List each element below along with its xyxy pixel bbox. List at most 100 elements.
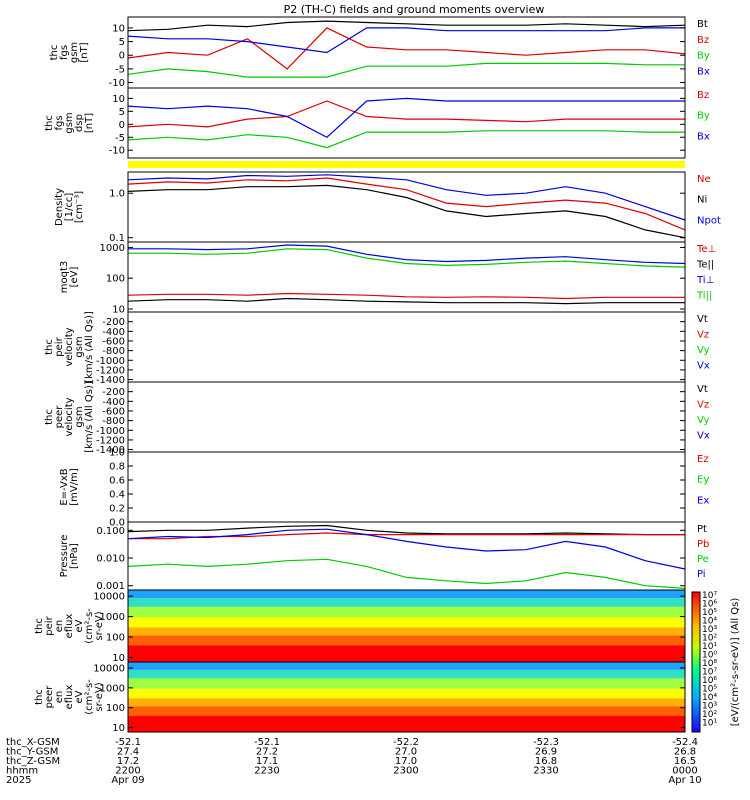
y-axis-label: [cm⁻³] <box>74 191 85 223</box>
spectrogram-band <box>128 627 685 636</box>
spectrogram-band <box>128 662 685 670</box>
legend-entry: Vx <box>697 361 710 372</box>
panel-frame <box>127 661 686 733</box>
y-tick-label: 0.001 <box>96 581 125 592</box>
y-axis-label: peir <box>44 615 55 635</box>
spectrogram-band <box>128 715 685 732</box>
legend-entry: Vy <box>697 345 710 356</box>
y-tick-label: -800 <box>102 416 125 427</box>
y-tick-label: 10 <box>112 305 125 316</box>
y-axis-label: [km/s (All Qs)] <box>84 381 95 453</box>
x-tick-label: 26.8 <box>674 747 696 758</box>
y-axis-label: [1/cc] <box>64 193 75 222</box>
y-axis-label: dsp <box>74 114 85 132</box>
legend-entry: Vx <box>697 431 710 442</box>
y-tick-label: 100 <box>106 633 125 644</box>
series-Ti|| <box>128 248 686 268</box>
x-tick-label: 2300 <box>393 766 418 777</box>
legend-entry: Ti⊥ <box>696 275 714 286</box>
y-tick-label: -1000 <box>96 426 125 437</box>
y-axis-label: sr-eV) <box>94 611 105 640</box>
x-tick-label: -52.3 <box>533 737 559 748</box>
panel-1: 10 5 0 -5 -10 thc fgs gsm [nT] Bt Bz By Bx <box>49 16 710 89</box>
spectrogram-band <box>128 706 685 716</box>
x-row-label: hhmm <box>6 766 38 777</box>
x-row-label: thc_Y-GSM <box>6 747 58 758</box>
legend-entry: Ey <box>697 475 709 486</box>
y-axis-label: eflux <box>64 614 75 639</box>
legend-entry: Pi <box>697 569 706 580</box>
legend-entry: By <box>697 51 710 62</box>
y-axis-label: peer <box>54 405 65 429</box>
spectrogram-band <box>128 635 685 646</box>
spectrogram-band <box>128 598 685 607</box>
y-axis-label: gsm <box>74 406 85 427</box>
y-tick-label: -1000 <box>96 356 125 367</box>
y-tick-label: -400 <box>102 327 125 338</box>
legend-entry: Vz <box>697 400 709 411</box>
y-tick-label: 10 <box>112 94 125 105</box>
y-tick-label: -600 <box>102 336 125 347</box>
colorbar-tick-label: 10³ <box>702 702 717 712</box>
panel-8: 0.100 0.010 0.001 Pressure [nPa] Pt Pb Pe Pi <box>59 521 709 592</box>
x-tick-label: -52.4 <box>672 737 698 748</box>
y-tick-label: 0.100 <box>96 526 125 537</box>
y-axis-label: [nT] <box>79 42 90 62</box>
colorbar-tick-label: 10⁶ <box>702 600 717 610</box>
y-tick-label: 5 <box>119 37 125 48</box>
y-tick-label: -200 <box>102 387 125 398</box>
panel-6: -200-400-600-800-1000-1200-1400 thc peer ve… <box>44 381 710 456</box>
y-axis-label: gsm <box>69 42 80 63</box>
legend-entry: Pe <box>697 554 709 565</box>
y-axis-label: gsm <box>74 336 85 357</box>
y-axis-label: (cm²-s- <box>84 679 95 715</box>
y-axis-label: fgs <box>59 45 70 60</box>
y-axis-label: fgs <box>54 115 65 130</box>
y-axis-label: [nT] <box>84 113 95 133</box>
legend-entry: Bt <box>697 19 708 30</box>
y-axis-label: thc <box>44 115 55 131</box>
spectrogram-band <box>128 688 685 699</box>
colorbar-tick-label: 10⁴ <box>702 693 717 703</box>
x-row-label: thc_X-GSM <box>6 737 60 748</box>
legend-entry: Ex <box>697 495 709 506</box>
y-axis-label: moqt3 <box>59 261 70 294</box>
x-tick-label: 17.0 <box>395 756 417 767</box>
panel-frame <box>127 311 686 383</box>
series-Te|| <box>127 297 685 305</box>
y-tick-label: -5 <box>115 64 125 75</box>
panel-3: 1.0 0.1 Density [1/cc] [cm⁻³] Ne Ni Npot <box>54 171 721 244</box>
y-tick-label: 10000 <box>93 663 125 674</box>
y-axis-label: gsm <box>64 112 75 133</box>
legend-entry: Ni <box>697 195 707 206</box>
x-tick-label: 0000 <box>672 766 697 777</box>
legend-entry: Ne <box>697 174 711 185</box>
x-tick-label: 2200 <box>115 766 140 777</box>
legend-entry: Vt <box>697 314 708 325</box>
spectrogram-band <box>128 606 685 618</box>
y-tick-label: 0.8 <box>109 462 125 473</box>
legend-entry: Ti|| <box>696 291 712 302</box>
x-tick-label: 17.1 <box>256 756 278 767</box>
y-axis-label: peir <box>54 336 65 356</box>
x-tick-label: 2330 <box>533 766 558 777</box>
y-tick-label: 0.4 <box>109 490 125 501</box>
colorbar-scale <box>691 591 701 733</box>
spectrogram-band <box>128 669 685 679</box>
y-axis-label: thc <box>44 409 55 425</box>
legend-entry: Npot <box>697 215 721 226</box>
series-Ni <box>127 184 686 239</box>
colorbar-tick-label: 10³ <box>702 625 717 635</box>
y-tick-label: 0.0 <box>109 518 125 529</box>
y-tick-label: 10 <box>112 23 125 34</box>
y-axis-label: thc <box>44 339 55 355</box>
y-tick-label: -1200 <box>96 365 125 376</box>
series-Pe <box>127 558 686 589</box>
y-axis-label: sr-eV) <box>94 682 105 711</box>
plot-title: P2 (TH-C) fields and ground moments over… <box>284 3 545 16</box>
y-axis-label: en <box>54 620 65 633</box>
series-Ti⊥ <box>128 244 686 265</box>
x-tick-label: 26.9 <box>535 747 557 758</box>
